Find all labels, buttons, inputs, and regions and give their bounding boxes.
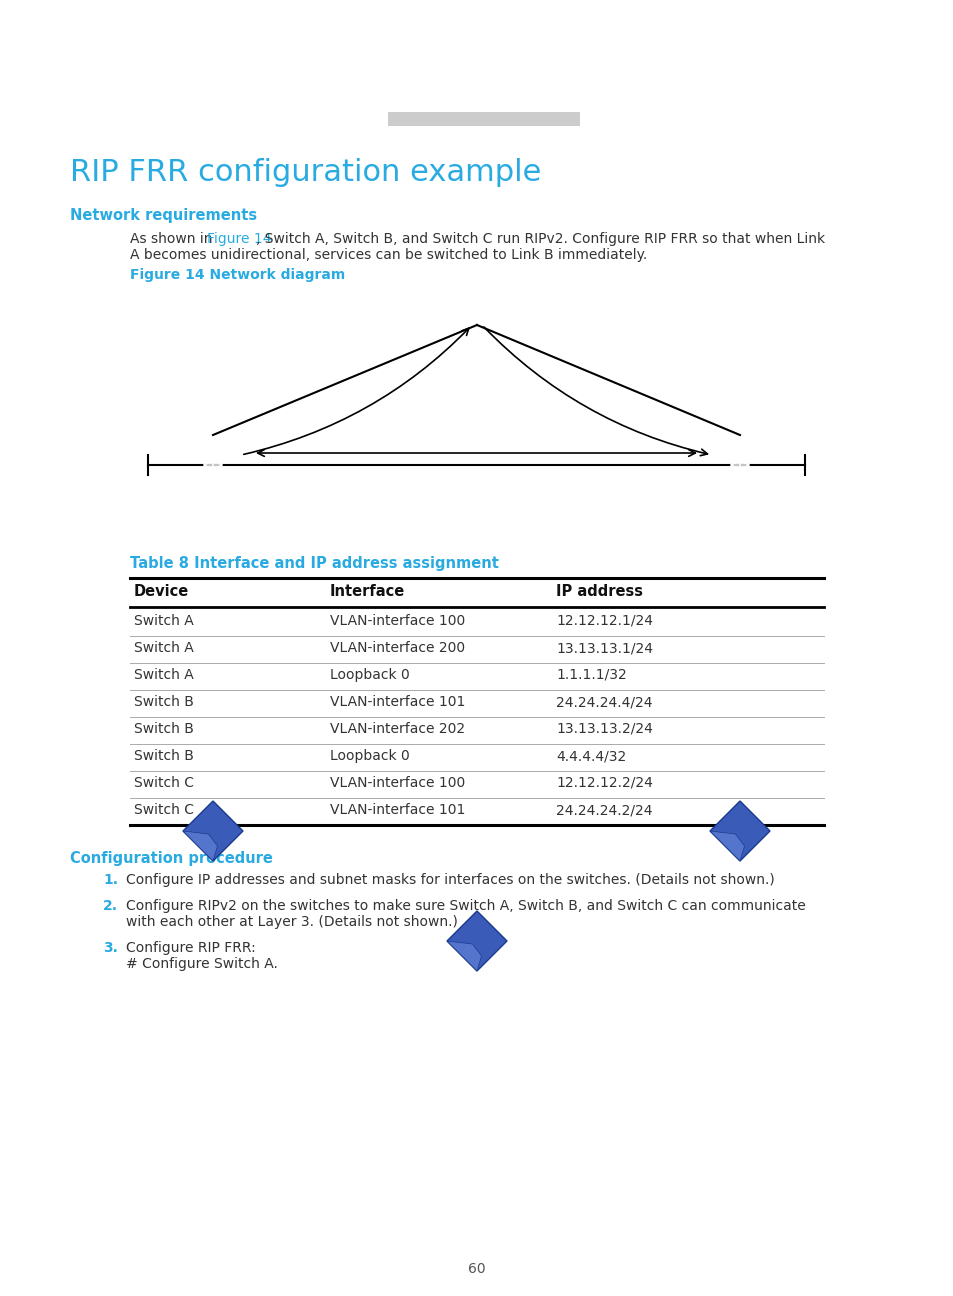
Text: Figure 14: Figure 14 [207, 232, 272, 246]
Text: VLAN-interface 101: VLAN-interface 101 [330, 804, 465, 816]
Polygon shape [709, 801, 769, 861]
Polygon shape [183, 831, 217, 861]
Text: Switch B: Switch B [133, 749, 193, 763]
Text: Switch A: Switch A [133, 614, 193, 629]
Text: VLAN-interface 100: VLAN-interface 100 [330, 776, 465, 791]
Text: , Switch A, Switch B, and Switch C run RIPv2. Configure RIP FRR so that when Lin: , Switch A, Switch B, and Switch C run R… [255, 232, 824, 246]
Text: IP address: IP address [556, 584, 642, 599]
Text: Figure 14 Network diagram: Figure 14 Network diagram [130, 268, 345, 283]
Text: Device: Device [133, 584, 189, 599]
Text: A becomes unidirectional, services can be switched to Link B immediately.: A becomes unidirectional, services can b… [130, 248, 646, 262]
Text: 3.: 3. [103, 941, 118, 955]
Polygon shape [183, 801, 243, 861]
Text: 24.24.24.2/24: 24.24.24.2/24 [556, 804, 652, 816]
FancyArrowPatch shape [243, 328, 468, 455]
Text: Configure RIPv2 on the switches to make sure Switch A, Switch B, and Switch C ca: Configure RIPv2 on the switches to make … [126, 899, 805, 912]
Text: with each other at Layer 3. (Details not shown.): with each other at Layer 3. (Details not… [126, 915, 457, 929]
Bar [388, 111, 579, 126]
Text: VLAN-interface 100: VLAN-interface 100 [330, 614, 465, 629]
Text: As shown in: As shown in [130, 232, 216, 246]
Polygon shape [709, 831, 743, 861]
Text: 4.4.4.4/32: 4.4.4.4/32 [556, 749, 625, 763]
Text: Switch: Switch [202, 455, 223, 460]
FancyArrowPatch shape [257, 450, 695, 456]
Text: Switch: Switch [729, 455, 750, 460]
Text: RIP FRR configuration example: RIP FRR configuration example [70, 158, 540, 187]
FancyArrowPatch shape [483, 327, 707, 456]
Text: Configure IP addresses and subnet masks for interfaces on the switches. (Details: Configure IP addresses and subnet masks … [126, 874, 774, 886]
Text: 13.13.13.2/24: 13.13.13.2/24 [556, 722, 652, 736]
Text: Network requirements: Network requirements [70, 207, 257, 223]
Text: Switch A: Switch A [133, 667, 193, 682]
Text: # Configure Switch A.: # Configure Switch A. [126, 956, 277, 971]
Text: Table 8 Interface and IP address assignment: Table 8 Interface and IP address assignm… [130, 556, 498, 572]
Polygon shape [447, 911, 506, 971]
Text: 13.13.13.1/24: 13.13.13.1/24 [556, 642, 652, 654]
Text: Switch C: Switch C [133, 776, 193, 791]
Text: Switch B: Switch B [133, 695, 193, 709]
Text: 12.12.12.1/24: 12.12.12.1/24 [556, 614, 652, 629]
Polygon shape [447, 941, 481, 971]
Text: Interface: Interface [330, 584, 405, 599]
Text: Configuration procedure: Configuration procedure [70, 851, 273, 866]
Text: Switch C: Switch C [133, 804, 193, 816]
Text: VLAN-interface 202: VLAN-interface 202 [330, 722, 465, 736]
Text: 60: 60 [468, 1262, 485, 1277]
Text: Loopback 0: Loopback 0 [330, 749, 410, 763]
Text: Loopback 0: Loopback 0 [330, 667, 410, 682]
Text: Configure RIP FRR:: Configure RIP FRR: [126, 941, 255, 955]
Text: 1.: 1. [103, 874, 118, 886]
Text: Switch: Switch [466, 346, 487, 350]
Text: 24.24.24.4/24: 24.24.24.4/24 [556, 695, 652, 709]
Text: Switch B: Switch B [133, 722, 193, 736]
Text: VLAN-interface 200: VLAN-interface 200 [330, 642, 465, 654]
Text: Switch A: Switch A [133, 642, 193, 654]
Text: 1.1.1.1/32: 1.1.1.1/32 [556, 667, 626, 682]
Text: VLAN-interface 101: VLAN-interface 101 [330, 695, 465, 709]
Text: 12.12.12.2/24: 12.12.12.2/24 [556, 776, 652, 791]
Text: 2.: 2. [103, 899, 118, 912]
